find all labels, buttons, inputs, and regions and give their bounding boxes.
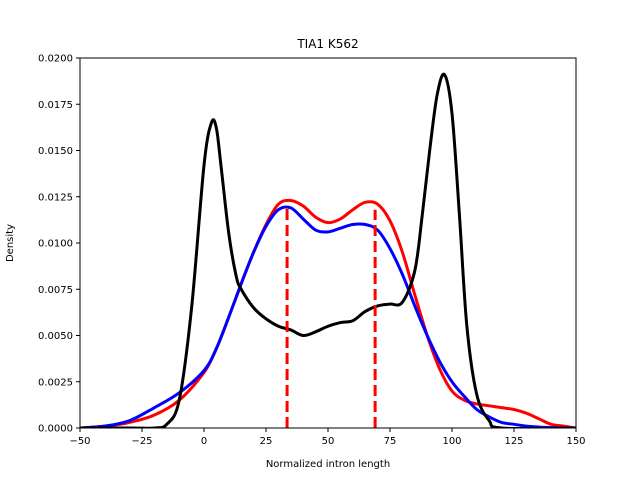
plot-area [80, 72, 576, 428]
x-tick-label: 150 [566, 436, 585, 447]
x-axis: −50 −25 0 25 50 75 100 125 150 [69, 428, 586, 447]
y-tick-label: 0.0200 [38, 54, 73, 65]
y-tick-label: 0.0075 [38, 285, 73, 296]
x-axis-label: Normalized intron length [266, 459, 390, 470]
y-tick-label: 0.0125 [38, 192, 73, 203]
x-tick-label: 100 [442, 436, 461, 447]
y-axis-label: Density [5, 224, 16, 262]
x-tick-label: 125 [504, 436, 523, 447]
x-tick-label: 50 [322, 436, 335, 447]
x-tick-label: −50 [69, 436, 90, 447]
y-tick-label: 0.0025 [38, 377, 73, 388]
y-tick-label: 0.0175 [38, 100, 73, 111]
chart-title: TIA1 K562 [296, 37, 358, 51]
x-tick-label: 25 [260, 436, 273, 447]
series-line-2 [80, 205, 576, 428]
x-tick-label: 0 [201, 436, 207, 447]
y-tick-label: 0.0000 [38, 424, 73, 435]
axes-frame [79, 57, 577, 429]
y-tick-label: 0.0050 [38, 331, 73, 342]
series-line-1 [80, 198, 576, 428]
y-axis: 0.0000 0.0025 0.0050 0.0075 0.0100 0.0125 0.01… [38, 54, 80, 435]
y-tick-label: 0.0100 [38, 239, 73, 250]
series-line-3 [80, 72, 576, 428]
y-tick-label: 0.0150 [38, 146, 73, 157]
x-tick-label: 75 [384, 436, 397, 447]
x-tick-label: −25 [131, 436, 152, 447]
